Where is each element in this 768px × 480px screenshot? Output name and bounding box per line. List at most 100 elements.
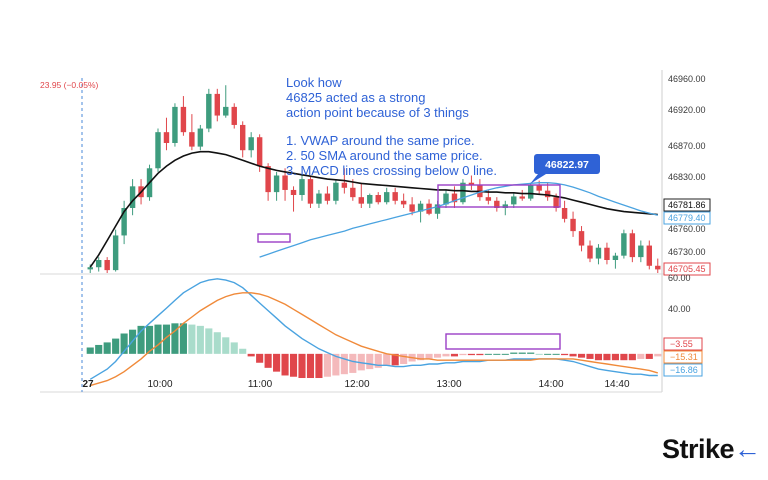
- candle-body: [502, 204, 509, 208]
- macd-tag-label: −3.55: [670, 339, 693, 349]
- note-line-5: 1. VWAP around the same price.: [286, 133, 475, 148]
- macd-tag-box: [663, 350, 703, 364]
- candle-body: [350, 187, 356, 198]
- candle: [621, 229, 627, 259]
- histogram-bar: [298, 353, 306, 379]
- candle: [527, 182, 534, 201]
- histogram-bar: [637, 353, 645, 359]
- candle-body: [629, 233, 636, 258]
- candle: [646, 240, 653, 270]
- candle-body: [282, 175, 288, 190]
- candle: [112, 229, 119, 272]
- candle-body: [333, 182, 339, 201]
- macd-tag-box: [663, 363, 703, 377]
- candle: [409, 197, 415, 216]
- candle-body: [383, 192, 390, 203]
- vwap-line: [89, 150, 658, 268]
- price-axis: 46960.00 46920.00 46870.00 46830.00 46760.00…: [663, 74, 711, 377]
- histogram-bar: [484, 353, 492, 355]
- candle-body: [468, 182, 475, 185]
- candle-body: [214, 93, 221, 116]
- candle-body: [341, 182, 348, 188]
- histogram-bar: [366, 353, 374, 370]
- histogram-bar: [213, 332, 221, 354]
- candle-body: [392, 192, 398, 201]
- histogram-bar: [374, 353, 382, 368]
- highlight-box-small: [257, 233, 291, 243]
- candle-body: [112, 235, 119, 271]
- candle: [172, 103, 178, 147]
- candle-body: [87, 267, 93, 270]
- candle-body: [587, 245, 593, 259]
- time-axis: 27 10:00 11:00 12:00 13:00 14:00 14:40: [82, 379, 630, 390]
- time-tick-label: 14:00: [538, 379, 563, 390]
- time-tick-label: 13:00: [436, 379, 461, 390]
- candle: [163, 117, 170, 151]
- candle-body: [256, 137, 263, 167]
- histogram-bar: [188, 324, 196, 354]
- histogram-bar: [476, 353, 484, 356]
- price-grid: [40, 70, 707, 393]
- note-line-7: 3. MACD lines crossing below 0 line.: [286, 163, 497, 178]
- candle-body: [604, 247, 610, 260]
- histogram-bar: [137, 325, 145, 354]
- candle: [197, 124, 204, 151]
- candle-body: [451, 193, 458, 203]
- macd-tag-label: −15.31: [670, 352, 698, 362]
- candle: [299, 175, 305, 201]
- histogram-bar: [450, 353, 459, 357]
- histogram-bar: [552, 353, 560, 355]
- candlesticks: [87, 85, 661, 273]
- brand-logo: Strike←: [662, 434, 761, 465]
- candle-body: [248, 137, 254, 151]
- candle-body: [367, 195, 373, 204]
- histogram-bar: [171, 323, 179, 354]
- candle: [367, 193, 373, 208]
- candle-body: [163, 132, 170, 143]
- candle: [214, 88, 221, 122]
- candle: [121, 200, 127, 245]
- candle-body: [273, 175, 280, 193]
- candle: [477, 179, 483, 201]
- candle: [595, 244, 602, 265]
- candle-body: [324, 193, 331, 201]
- candle-body: [197, 128, 204, 147]
- histogram-bar: [518, 352, 526, 354]
- candle: [570, 211, 576, 237]
- annotation-note: Look how 46825 acted as a strong action …: [286, 75, 497, 178]
- candle-body: [223, 106, 229, 116]
- price-tag-label: 46705.45: [668, 264, 706, 274]
- candle: [273, 171, 280, 201]
- candle: [417, 200, 424, 223]
- histogram-bar: [620, 353, 628, 361]
- histogram-bar: [154, 324, 162, 354]
- histogram-bar: [281, 353, 289, 376]
- histogram-bar: [603, 353, 611, 361]
- candle: [316, 189, 322, 208]
- candle: [180, 96, 187, 136]
- histogram-bar: [645, 353, 653, 359]
- histogram-bar: [425, 353, 433, 359]
- candle-body: [316, 193, 322, 204]
- candle-body: [519, 196, 525, 199]
- histogram-bar: [349, 353, 357, 373]
- macd-tag: −16.86: [663, 363, 703, 377]
- histogram-bar: [256, 353, 264, 363]
- candle-body: [544, 190, 551, 198]
- price-tick-label: 46760.00: [668, 224, 706, 234]
- candle: [587, 240, 593, 263]
- histogram-bar: [561, 353, 569, 356]
- candle: [358, 182, 365, 208]
- macd-tick-label: 60.00: [668, 273, 691, 283]
- candle: [612, 252, 619, 269]
- candle-body: [485, 197, 492, 201]
- candle: [265, 163, 271, 201]
- note-line-1: Look how: [286, 75, 342, 90]
- candle: [155, 128, 161, 172]
- candle-body: [494, 200, 500, 208]
- candle-body: [595, 247, 602, 259]
- candle: [561, 200, 568, 223]
- candle-body: [434, 204, 441, 214]
- candle-body: [443, 193, 449, 205]
- candle: [494, 197, 500, 212]
